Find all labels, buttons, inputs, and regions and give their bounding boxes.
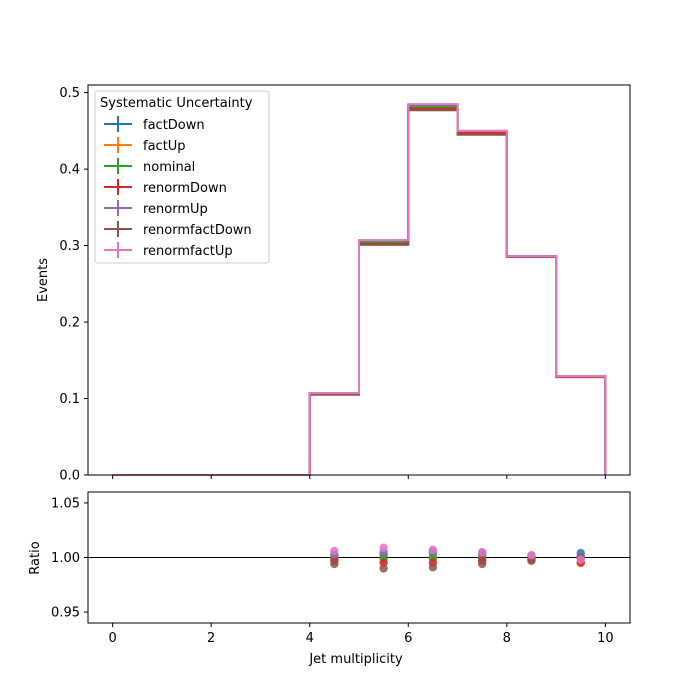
histogram-y-ticks: 0.0 0.1 0.2 0.3 0.4 0.5 [59,86,88,484]
ratio-point-renormfactDown-1 [379,564,388,573]
legend-label-nominal: nominal [143,160,195,175]
histogram-y-tick-label-0.0: 0.0 [59,469,80,484]
histogram-panel: 0.0 0.1 0.2 0.3 0.4 0.5 Events Systematic Unc… [36,84,631,484]
ratio-panel: 0 2 4 6 8 10 0.95 1.00 1.05 Ratio Jet multiplic… [28,491,631,667]
x-tick-label-8: 8 [503,631,511,646]
legend-label-factUp: factUp [143,139,186,154]
ratio-x-ticks: 0 2 4 6 8 10 [108,623,614,646]
x-tick-label-10: 10 [597,631,614,646]
ratio-point-renormfactUp-4 [527,551,536,560]
ratio-y-axis-label: Ratio [28,541,43,574]
legend-label-factDown: factDown [143,118,205,133]
ratio-y-tick-label-1.00: 1.00 [51,551,80,566]
ratio-points-group [330,543,585,573]
ratio-y-tick-label-0.95: 0.95 [51,606,80,621]
legend: Systematic Uncertainty factDown factUp nom… [94,90,270,264]
legend-label-renormfactDown: renormfactDown [143,223,252,238]
x-tick-label-0: 0 [108,631,116,646]
histogram-axes-frame [87,84,631,476]
ratio-point-renormfactDown-2 [428,563,438,572]
histogram-x-ticks [112,475,606,479]
x-tick-label-4: 4 [306,631,314,646]
x-tick-label-2: 2 [207,631,215,646]
x-axis-label: Jet multiplicity [308,652,403,667]
x-tick-label-6: 6 [404,631,412,646]
histogram-y-tick-label-0.2: 0.2 [59,316,80,331]
ratio-point-renormfactDown-0 [330,559,339,569]
histogram-y-tick-label-0.5: 0.5 [59,86,80,101]
ratio-point-renormfactUp-1 [379,543,388,552]
histogram-y-tick-label-0.3: 0.3 [59,239,80,254]
histogram-y-tick-label-0.1: 0.1 [59,392,80,407]
legend-label-renormUp: renormUp [143,202,208,217]
ratio-point-renormfactUp-0 [330,546,339,556]
legend-box [94,90,270,264]
ratio-point-renormfactUp-3 [477,547,487,557]
legend-label-renormfactUp: renormfactUp [143,244,233,259]
histogram-y-axis-label: Events [36,258,51,302]
legend-entries: factDown factUp nominal renormDown renormUp r… [104,116,252,259]
ratio-point-renormfactUp-5 [576,555,585,564]
ratio-y-tick-label-1.05: 1.05 [51,496,80,511]
ratio-point-renormfactUp-2 [428,545,438,555]
histogram-y-tick-label-0.4: 0.4 [59,163,80,178]
ratio-y-ticks: 0.95 1.00 1.05 [51,496,88,621]
legend-label-renormDown: renormDown [143,181,227,196]
legend-title: Systematic Uncertainty [100,96,253,111]
ratio-point-renormfactDown-3 [477,559,487,569]
